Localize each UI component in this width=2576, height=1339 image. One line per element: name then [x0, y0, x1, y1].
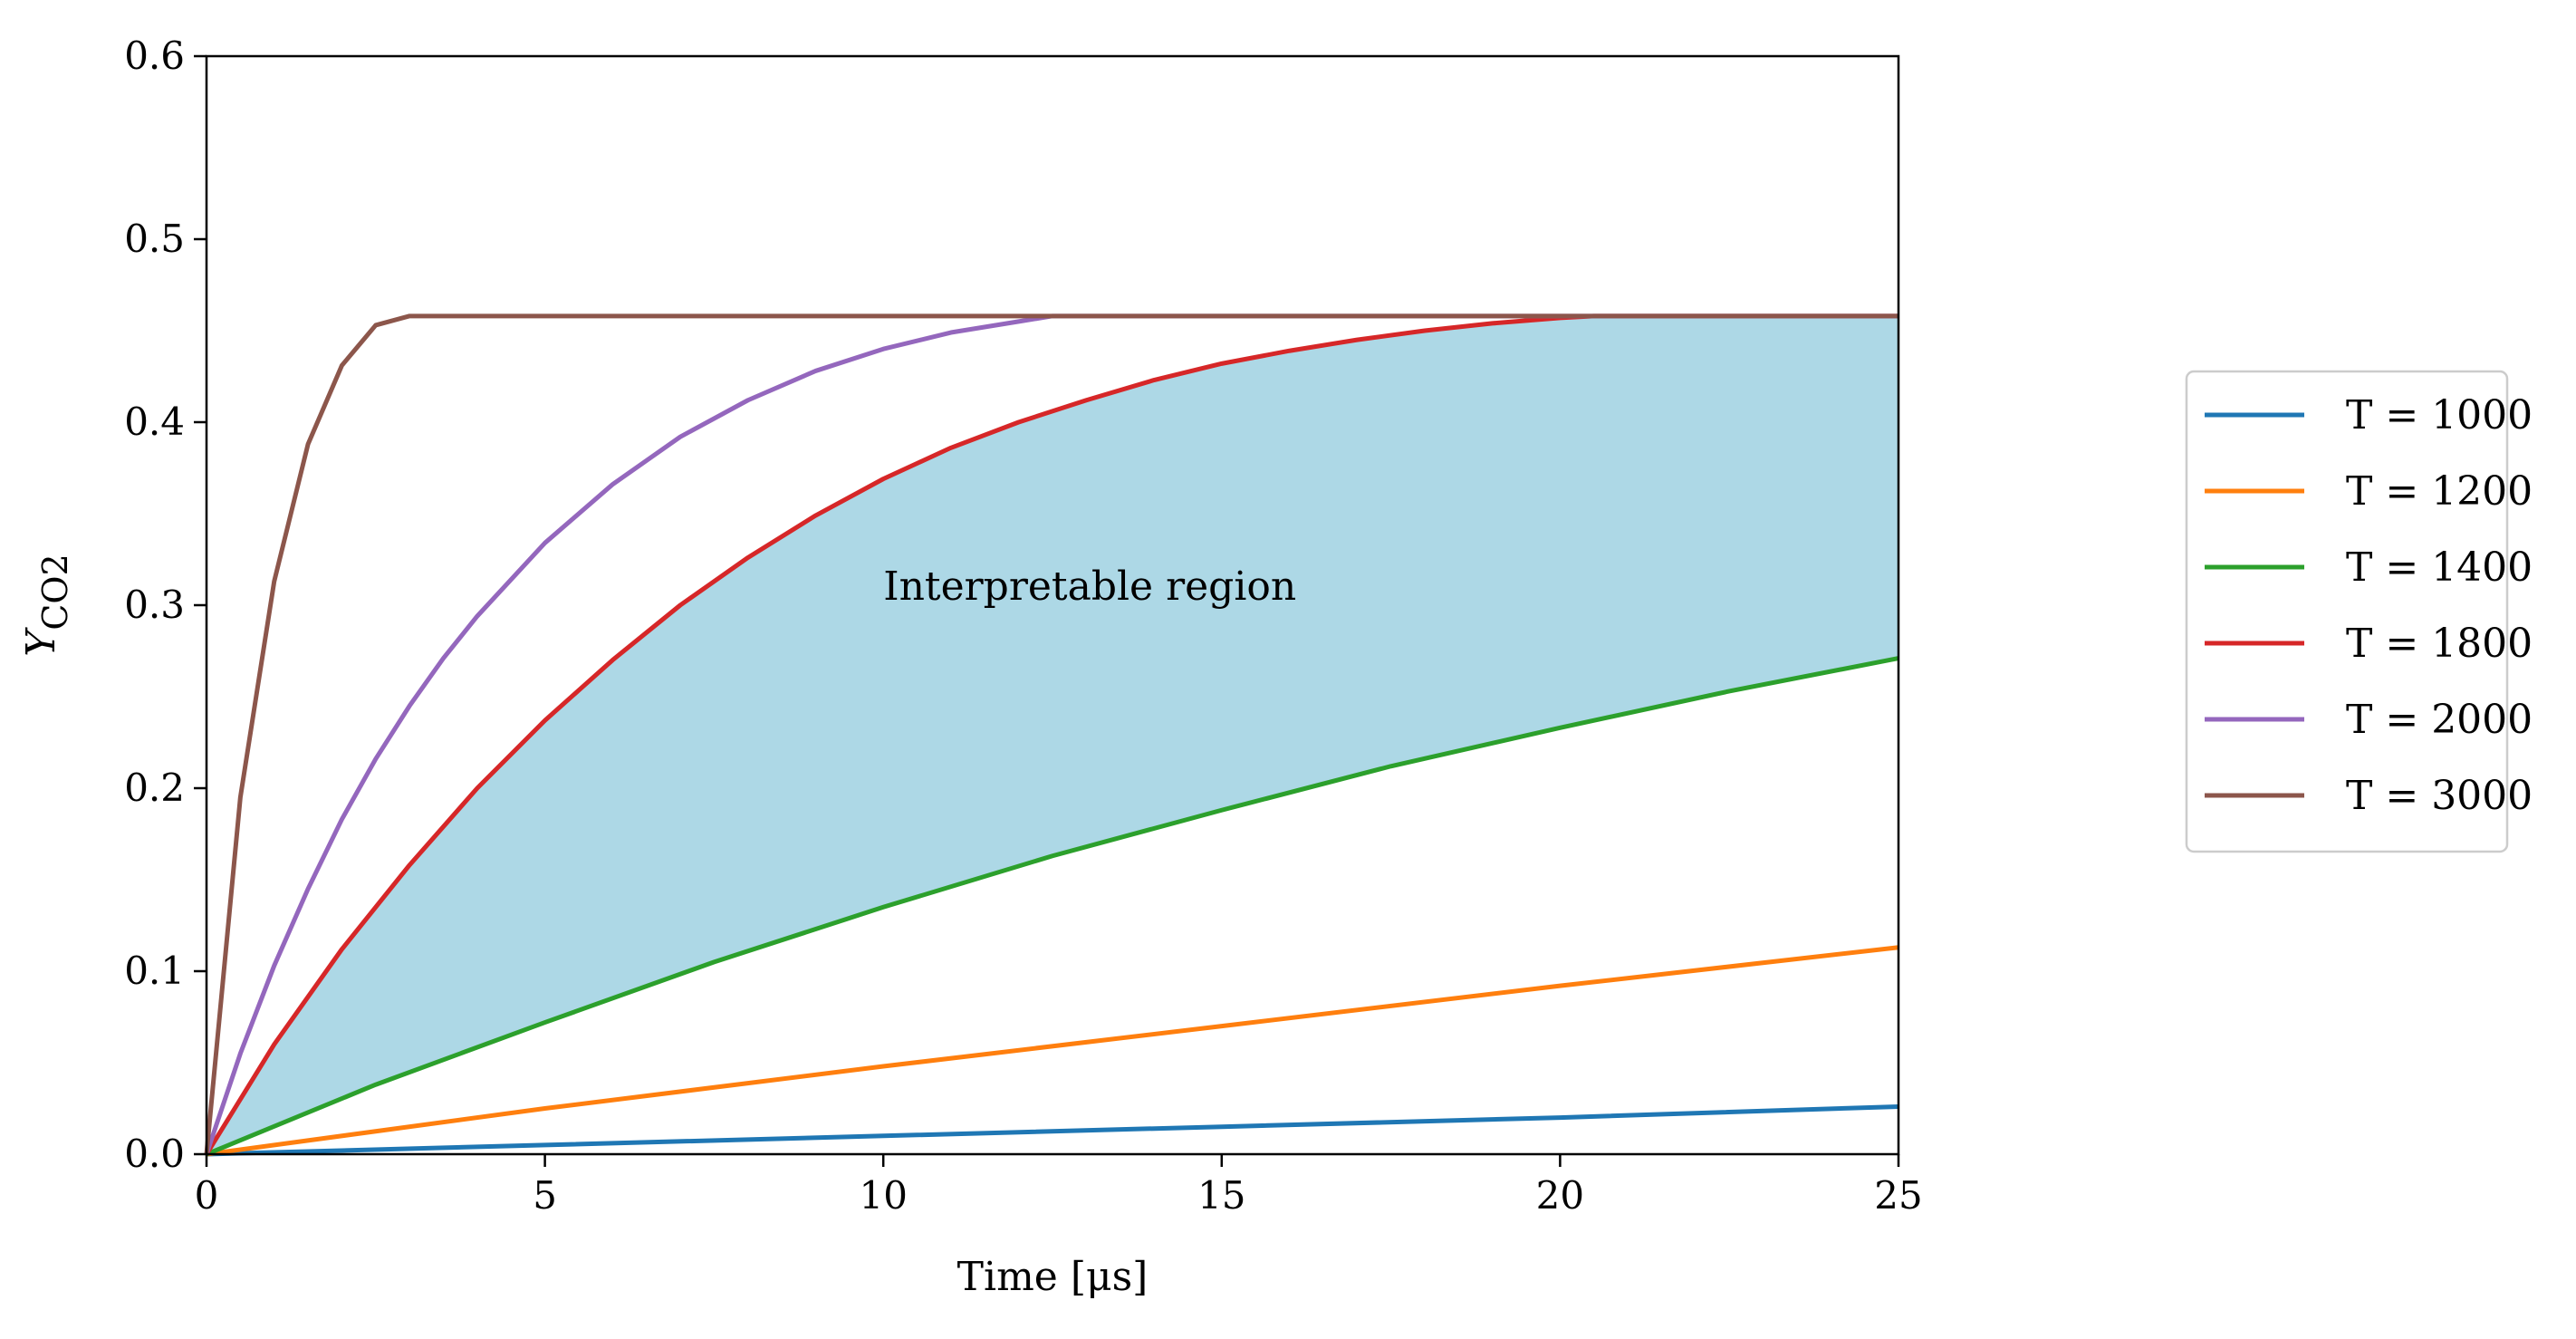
legend-label: T = 1000	[2346, 392, 2533, 438]
x-tick-label: 5	[533, 1173, 557, 1218]
legend-label: T = 1200	[2346, 468, 2533, 515]
legend-label: T = 1800	[2346, 621, 2533, 667]
legend-item: T = 1800	[2205, 621, 2533, 667]
y-tick-label: 0.5	[124, 217, 185, 261]
series-line-1400	[206, 656, 1899, 1157]
legend-item: T = 1000	[2205, 392, 2533, 438]
y-axis-label: YCO2	[18, 554, 75, 656]
interpretable-region-fill	[207, 315, 1898, 1155]
legend: T = 1000 T = 1200 T = 1400 T = 1800 T = 2000…	[2185, 370, 2533, 853]
legend-label: T = 3000	[2346, 773, 2533, 819]
series-line-1000	[206, 1103, 1899, 1157]
series-line-3000	[204, 313, 1898, 1155]
legend-item: T = 2000	[2205, 697, 2533, 743]
y-tick-label: 0.4	[124, 400, 185, 444]
y-tick-label: 0.1	[124, 949, 185, 993]
legend-label: T = 1400	[2346, 544, 2533, 591]
y-tick-label: 0.2	[124, 766, 185, 810]
y-tick-label: 0.0	[124, 1132, 185, 1176]
legend-item: T = 3000	[2205, 773, 2533, 819]
x-tick-label: 0	[195, 1173, 219, 1218]
y-tick-label: 0.6	[124, 34, 185, 78]
series-line-1200	[206, 945, 1899, 1157]
y-axis-label-main: Y	[18, 627, 64, 657]
x-tick-label: 15	[1197, 1173, 1245, 1218]
y-axis-label-subscript: CO2	[35, 554, 75, 630]
x-tick-label: 10	[859, 1173, 907, 1218]
legend-item: T = 1400	[2205, 544, 2533, 591]
legend-label: T = 2000	[2346, 697, 2533, 743]
x-tick-label: 20	[1536, 1173, 1584, 1218]
y-tick-label: 0.3	[124, 583, 185, 627]
x-tick-label: 25	[1874, 1173, 1922, 1218]
legend-item: T = 1200	[2205, 468, 2533, 515]
x-axis-label: Time [μs]	[957, 1254, 1149, 1300]
annotation-interpretable-region: Interpretable region	[883, 564, 1296, 610]
